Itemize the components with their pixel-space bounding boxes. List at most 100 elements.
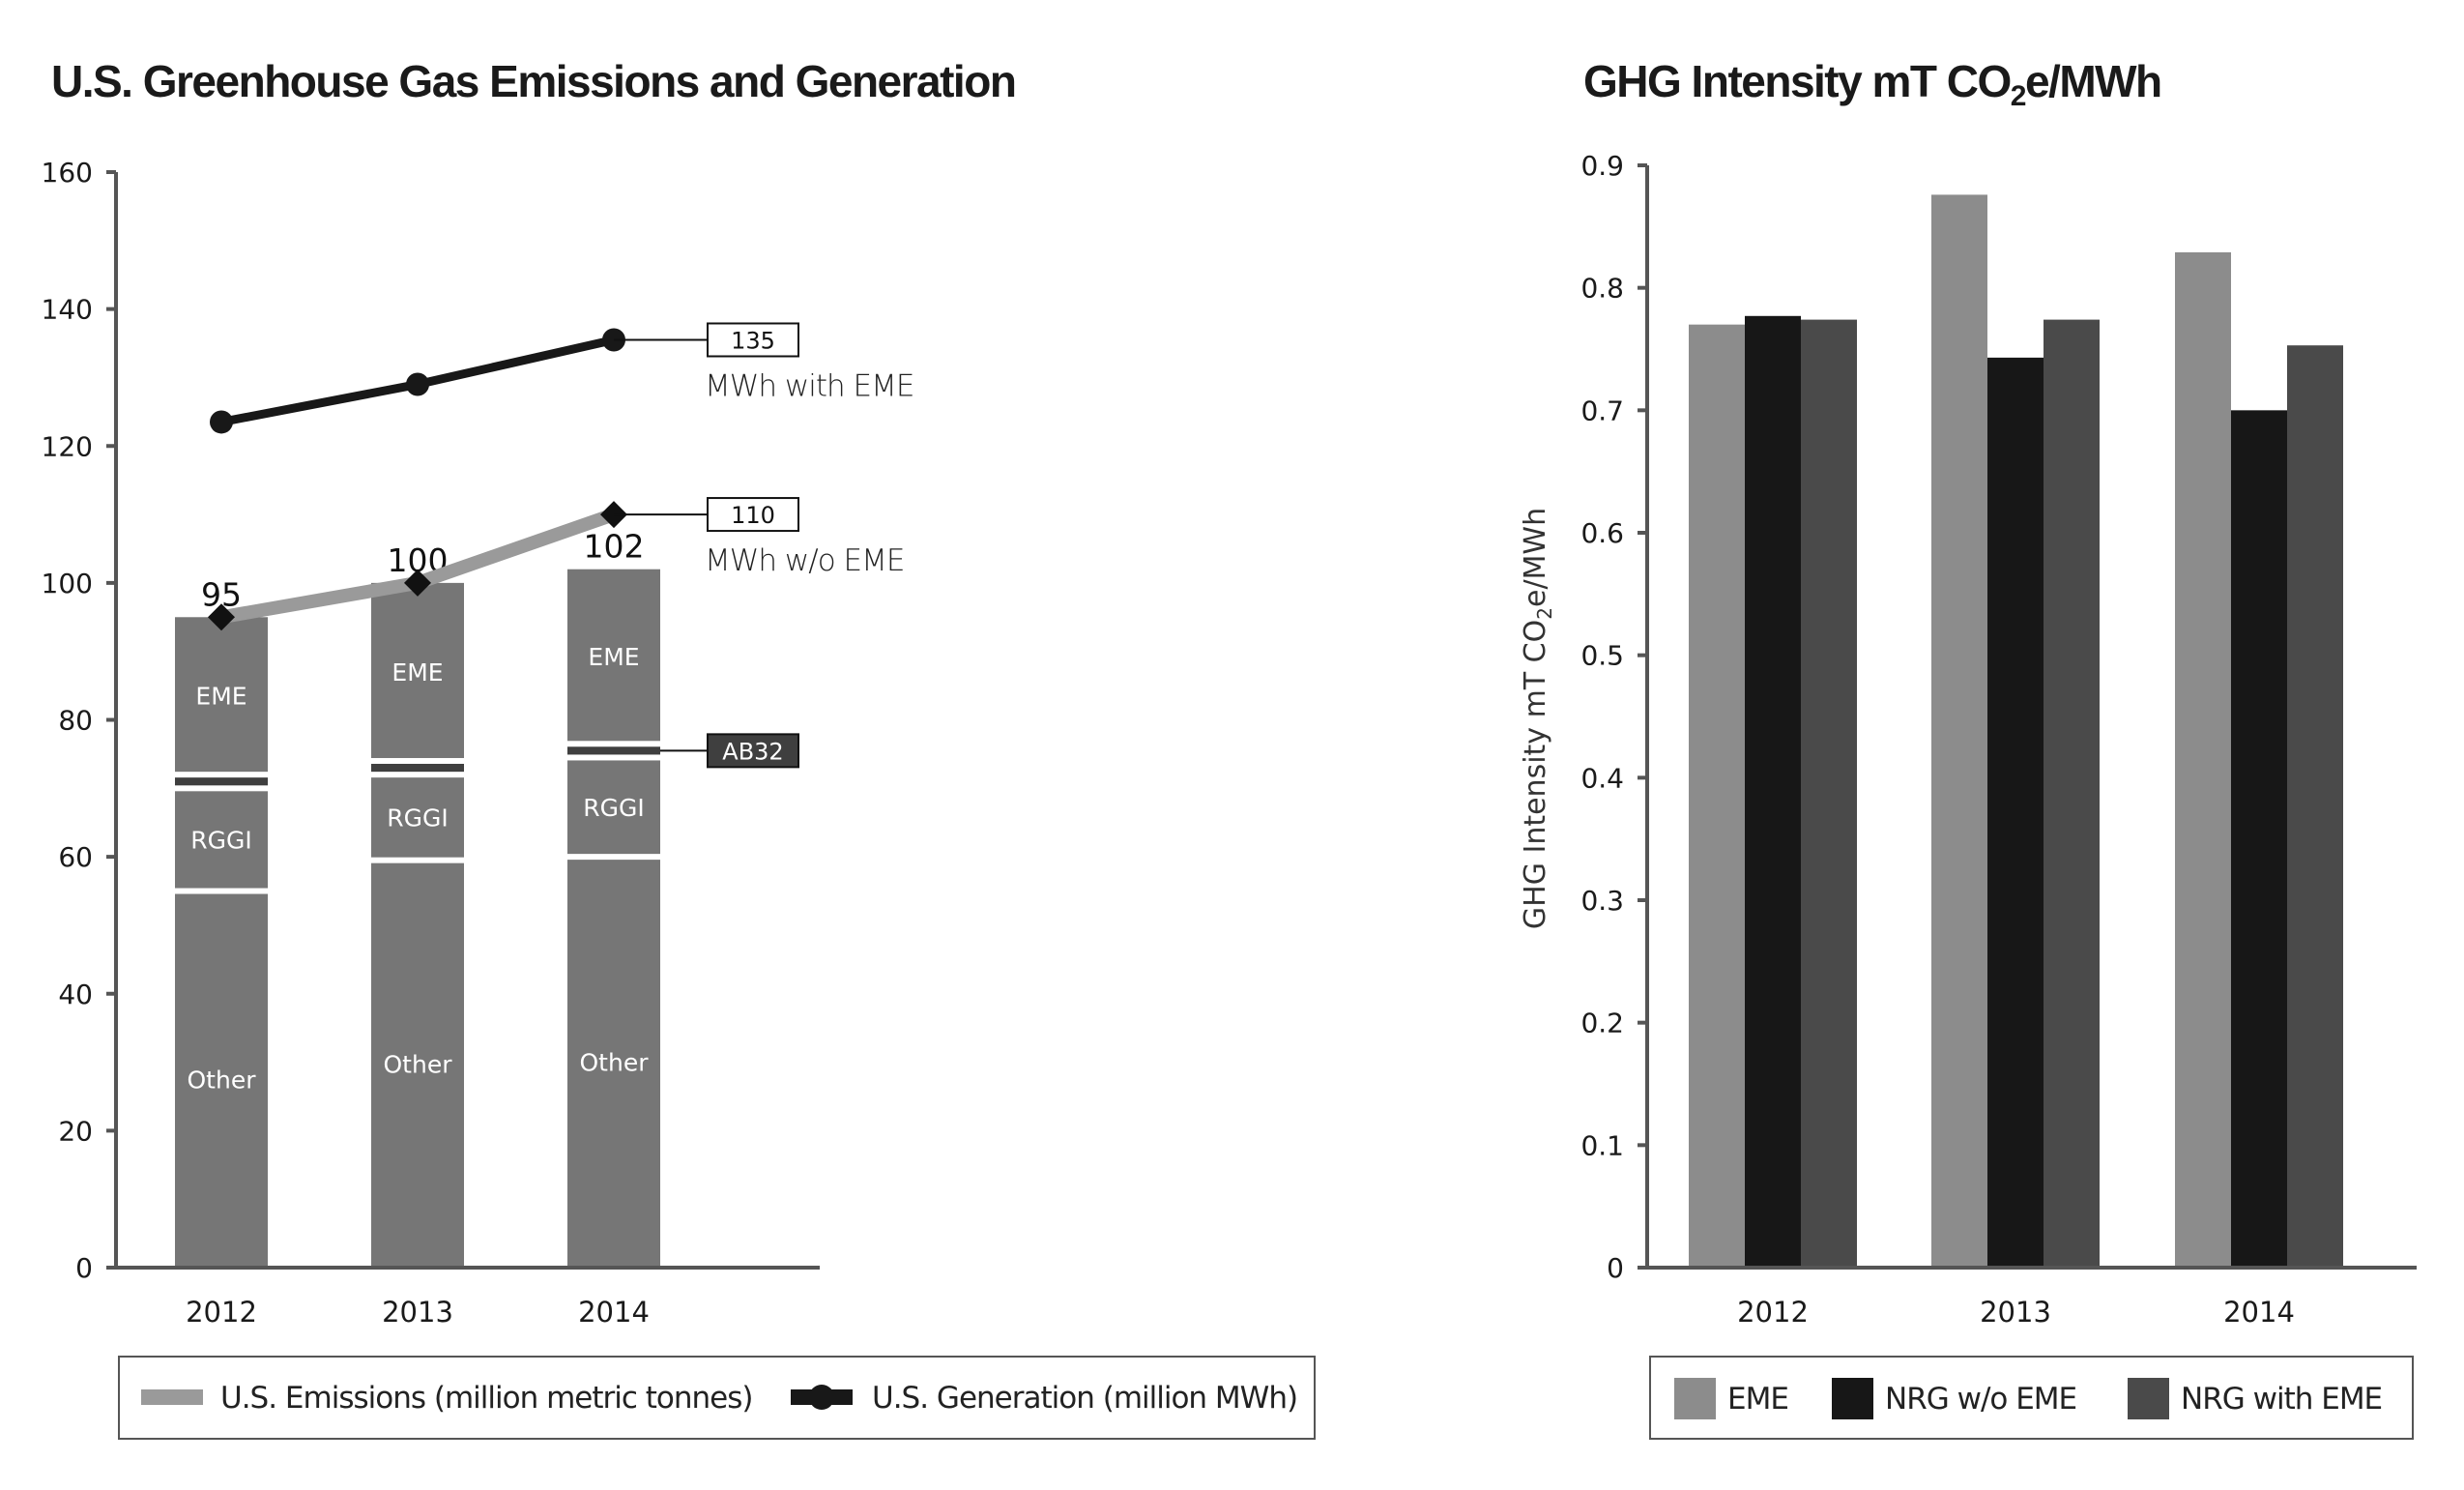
right-legend: EME NRG w/o EME NRG with EME bbox=[1649, 1356, 2414, 1440]
ab32-callout-box bbox=[707, 733, 799, 769]
bar-eme bbox=[2175, 251, 2231, 1268]
bar-segment-rggi bbox=[567, 760, 660, 855]
bar-nrg-with-eme bbox=[2044, 319, 2100, 1269]
right-y-tick-label: 0.5 bbox=[1580, 640, 1624, 672]
bar-nrg-w-o-eme bbox=[2231, 410, 2287, 1268]
bar-group-2014 bbox=[2175, 251, 2343, 1268]
left-x-tick-label: 2012 bbox=[186, 1296, 257, 1329]
bar-eme bbox=[1689, 324, 1745, 1269]
bar-segment-eme bbox=[567, 569, 660, 742]
emissions-legend-swatch bbox=[141, 1389, 203, 1405]
bar-segment-eme bbox=[175, 617, 268, 773]
right-y-tick-label: 0.6 bbox=[1580, 517, 1624, 549]
left-y-tick-label: 100 bbox=[42, 568, 93, 599]
segment-label-other: Other bbox=[188, 1066, 257, 1094]
right-y-tick-label: 0.2 bbox=[1580, 1008, 1624, 1039]
left-y-axis-ticks: 0 20 40 60 80 100 120 140 160 bbox=[42, 157, 116, 1284]
bar-nrg-with-eme bbox=[1801, 319, 1857, 1269]
ab32-callout-label: AB32 bbox=[722, 738, 783, 765]
bar-total-label: 102 bbox=[584, 528, 645, 566]
right-y-tick-label: 0.1 bbox=[1580, 1129, 1624, 1161]
nrg-wo-eme-legend-swatch bbox=[1832, 1378, 1873, 1419]
generation-callout-caption: MWh with EME bbox=[705, 368, 913, 403]
segment-label-rggi: RGGI bbox=[190, 826, 252, 854]
nrg-wo-eme-legend-label: NRG w/o EME bbox=[1885, 1382, 2076, 1417]
bar-segment-ab32 bbox=[567, 746, 660, 755]
right-x-tick-label: 2014 bbox=[2223, 1296, 2295, 1329]
left-y-tick-label: 40 bbox=[58, 979, 93, 1010]
right-grouped-bars bbox=[1689, 194, 2343, 1269]
bar-nrg-w-o-eme bbox=[1745, 315, 1801, 1268]
left-x-axis-labels: 2012 2013 2014 bbox=[186, 1296, 650, 1329]
bar-segment-eme bbox=[371, 582, 464, 758]
generation-legend-marker-icon bbox=[809, 1385, 834, 1410]
right-x-tick-label: 2013 bbox=[1980, 1296, 2051, 1329]
left-stacked-bars: OtherRGGIEME95OtherRGGIEME100OtherRGGIEM… bbox=[175, 528, 660, 1268]
left-y-tick-label: 0 bbox=[75, 1252, 93, 1284]
segment-label-eme: EME bbox=[588, 643, 639, 671]
bar-nrg-w-o-eme bbox=[1987, 357, 2044, 1268]
right-y-tick-label: 0.7 bbox=[1580, 394, 1624, 426]
bar-segment-other bbox=[175, 893, 268, 1268]
bar-segment-ab32 bbox=[175, 777, 268, 786]
right-y-axis-title: GHG Intensity mT CO2e/MWh bbox=[1519, 508, 1556, 929]
left-legend: U.S. Emissions (million metric tonnes) U… bbox=[118, 1356, 1316, 1440]
left-line-series bbox=[208, 328, 627, 631]
right-legend-box bbox=[1649, 1356, 2414, 1440]
generation-point-circle bbox=[406, 372, 429, 396]
left-y-tick-label: 160 bbox=[42, 157, 93, 189]
right-x-axis-labels: 2012 2013 2014 bbox=[1737, 1296, 2295, 1329]
bar-nrg-with-eme bbox=[2287, 345, 2343, 1268]
generation-legend-label: U.S. Generation (million MWh) bbox=[872, 1381, 1297, 1416]
segment-label-other: Other bbox=[580, 1049, 650, 1077]
bar-eme bbox=[1931, 194, 1987, 1268]
nrg-with-eme-legend-label: NRG with EME bbox=[2181, 1382, 2382, 1417]
left-y-tick-label: 140 bbox=[42, 294, 93, 326]
bar-segment-ab32 bbox=[371, 763, 464, 773]
bar-segment-other bbox=[371, 862, 464, 1268]
segment-label-other: Other bbox=[384, 1050, 453, 1078]
emissions-callout-box bbox=[707, 497, 799, 533]
segment-label-eme: EME bbox=[391, 658, 443, 687]
generation-point-circle bbox=[210, 410, 233, 434]
emissions-callout-caption: MWh w/o EME bbox=[705, 543, 904, 578]
right-x-tick-label: 2012 bbox=[1737, 1296, 1809, 1329]
emissions-point-diamond bbox=[208, 603, 235, 631]
left-callouts: 135 MWh with EME 110 MWh w/o EME AB32 bbox=[614, 322, 914, 769]
segment-label-rggi: RGGI bbox=[583, 794, 645, 822]
eme-legend-swatch bbox=[1674, 1378, 1716, 1419]
left-legend-box bbox=[118, 1356, 1316, 1440]
bar-segment-rggi bbox=[371, 777, 464, 858]
emissions-legend-label: U.S. Emissions (million metric tonnes) bbox=[220, 1381, 753, 1416]
segment-label-rggi: RGGI bbox=[387, 803, 449, 832]
right-y-axis-ticks: 0 0.1 0.2 0.3 0.4 0.5 0.6 0.7 0.8 0.9 bbox=[1580, 150, 1647, 1284]
left-x-tick-label: 2014 bbox=[578, 1296, 650, 1329]
generation-callout-box bbox=[707, 322, 799, 358]
left-y-tick-label: 80 bbox=[58, 705, 93, 737]
left-y-tick-label: 60 bbox=[58, 841, 93, 873]
bar-group-2012 bbox=[1689, 315, 1857, 1269]
emissions-callout-value: 110 bbox=[731, 502, 775, 529]
generation-callout-value: 135 bbox=[731, 327, 775, 354]
right-y-tick-label: 0.9 bbox=[1580, 150, 1624, 182]
ghg-intensity-chart: GHG Intensity mT CO2e/MWh GHG Intensity … bbox=[1519, 56, 2417, 1440]
left-y-tick-label: 20 bbox=[58, 1115, 93, 1147]
right-y-tick-label: 0.8 bbox=[1580, 273, 1624, 305]
eme-legend-label: EME bbox=[1727, 1382, 1788, 1417]
bar-group-2013 bbox=[1931, 194, 2100, 1269]
bar-segment-rggi bbox=[175, 791, 268, 889]
stacked-bar-2014: Other RGGI EME 102 bbox=[567, 528, 660, 1268]
right-y-tick-label: 0.3 bbox=[1580, 885, 1624, 917]
left-y-tick-label: 120 bbox=[42, 430, 93, 462]
left-x-tick-label: 2013 bbox=[382, 1296, 453, 1329]
right-y-tick-label: 0 bbox=[1607, 1252, 1624, 1284]
right-y-tick-label: 0.4 bbox=[1580, 762, 1624, 794]
emissions-generation-chart: U.S. Greenhouse Gas Emissions and Genera… bbox=[42, 56, 1316, 1440]
left-chart-title: U.S. Greenhouse Gas Emissions and Genera… bbox=[51, 56, 1015, 106]
segment-label-eme: EME bbox=[195, 683, 246, 711]
bar-segment-other bbox=[567, 860, 660, 1268]
emissions-point-diamond bbox=[404, 569, 431, 597]
